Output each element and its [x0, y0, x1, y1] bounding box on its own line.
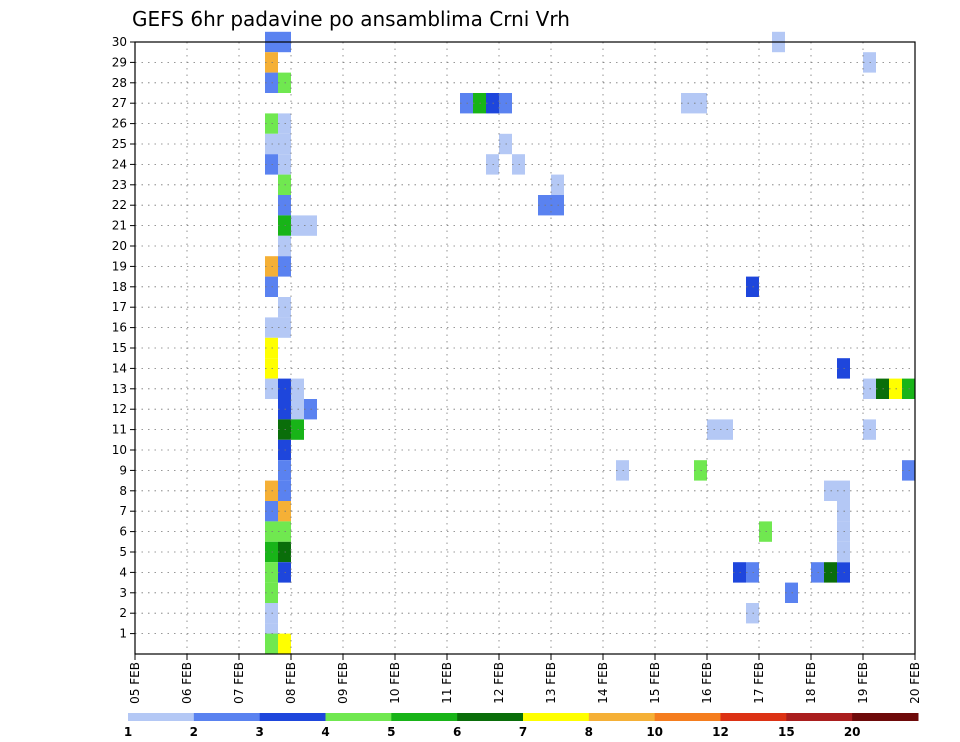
x-tick-label: 08 FEB [284, 662, 298, 704]
colorbar-swatch [193, 713, 261, 721]
y-tick-label: 29 [112, 55, 127, 69]
y-tick-label: 21 [112, 219, 127, 233]
precip-cell [278, 633, 291, 654]
x-tick-label: 14 FEB [596, 662, 610, 704]
y-tick-label: 23 [112, 178, 127, 192]
y-tick-label: 12 [112, 402, 127, 416]
grid-lines [135, 41, 915, 654]
colorbar-label: 6 [453, 725, 461, 739]
y-tick-label: 17 [112, 300, 127, 314]
y-tick-label: 8 [119, 484, 127, 498]
y-tick-label: 11 [112, 423, 127, 437]
y-tick-label: 28 [112, 76, 127, 90]
y-tick-label: 16 [112, 321, 127, 335]
colorbar-swatch [128, 713, 195, 721]
colorbar-label: 4 [321, 725, 329, 739]
colorbar-label: 10 [646, 725, 663, 739]
y-tick-label: 2 [119, 606, 127, 620]
y-tick-label: 7 [119, 504, 127, 518]
colorbar-label: 5 [387, 725, 395, 739]
colorbar-label: 7 [519, 725, 527, 739]
y-tick-label: 13 [112, 382, 127, 396]
x-tick-label: 11 FEB [440, 662, 454, 704]
x-axis: 05 FEB 06 FEB 07 FEB 08 FEB 09 FEB 10 FEB 11 F… [128, 654, 922, 704]
y-tick-label: 4 [119, 565, 127, 579]
y-axis: 1234567891011121314151617181920212223242… [112, 35, 135, 641]
x-tick-label: 10 FEB [388, 662, 402, 704]
y-tick-label: 26 [112, 117, 127, 131]
y-tick-label: 14 [112, 361, 127, 375]
colorbar: 1 2 3 4 5 6 7 8 10 12 15 20 [124, 713, 919, 739]
y-tick-label: 20 [112, 239, 127, 253]
colorbar-label: 15 [778, 725, 795, 739]
y-tick-label: 10 [112, 443, 127, 457]
y-tick-label: 5 [119, 545, 127, 559]
precip-cell [265, 633, 278, 654]
x-tick-label: 07 FEB [232, 662, 246, 704]
colorbar-swatch [588, 713, 656, 721]
y-tick-label: 1 [119, 627, 127, 641]
y-tick-label: 30 [112, 35, 127, 49]
chart-title: GEFS 6hr padavine po ansamblima Crni Vrh [132, 7, 570, 31]
colorbar-label: 12 [712, 725, 729, 739]
colorbar-swatch [457, 713, 524, 721]
colorbar-label: 2 [190, 725, 198, 739]
y-tick-label: 3 [119, 586, 127, 600]
y-tick-label: 24 [112, 157, 127, 171]
colorbar-swatch [259, 713, 326, 721]
x-tick-label: 05 FEB [128, 662, 142, 704]
y-tick-label: 6 [119, 525, 127, 539]
colorbar-swatch [720, 713, 787, 721]
y-tick-label: 18 [112, 280, 127, 294]
colorbar-label: 1 [124, 725, 132, 739]
x-tick-label: 20 FEB [908, 662, 922, 704]
colorbar-swatch [523, 713, 590, 721]
y-tick-label: 25 [112, 137, 127, 151]
colorbar-label: 8 [585, 725, 593, 739]
y-tick-label: 22 [112, 198, 127, 212]
colorbar-swatch [654, 713, 721, 721]
x-tick-label: 13 FEB [544, 662, 558, 704]
colorbar-label: 20 [844, 725, 861, 739]
colorbar-label: 3 [255, 725, 263, 739]
colorbar-swatch [786, 713, 853, 721]
colorbar-swatch [391, 713, 458, 721]
y-tick-label: 27 [112, 96, 127, 110]
colorbar-swatch [852, 713, 919, 721]
x-tick-label: 15 FEB [648, 662, 662, 704]
y-tick-label: 9 [119, 463, 127, 477]
x-tick-label: 16 FEB [700, 662, 714, 704]
y-tick-label: 15 [112, 341, 127, 355]
x-tick-label: 06 FEB [180, 662, 194, 704]
y-tick-label: 19 [112, 259, 127, 273]
x-tick-label: 18 FEB [804, 662, 818, 704]
data-cells [265, 31, 915, 654]
x-tick-label: 19 FEB [856, 662, 870, 704]
x-tick-label: 12 FEB [492, 662, 506, 704]
x-tick-label: 09 FEB [336, 662, 350, 704]
colorbar-swatch [325, 713, 392, 721]
x-tick-label: 17 FEB [752, 662, 766, 704]
